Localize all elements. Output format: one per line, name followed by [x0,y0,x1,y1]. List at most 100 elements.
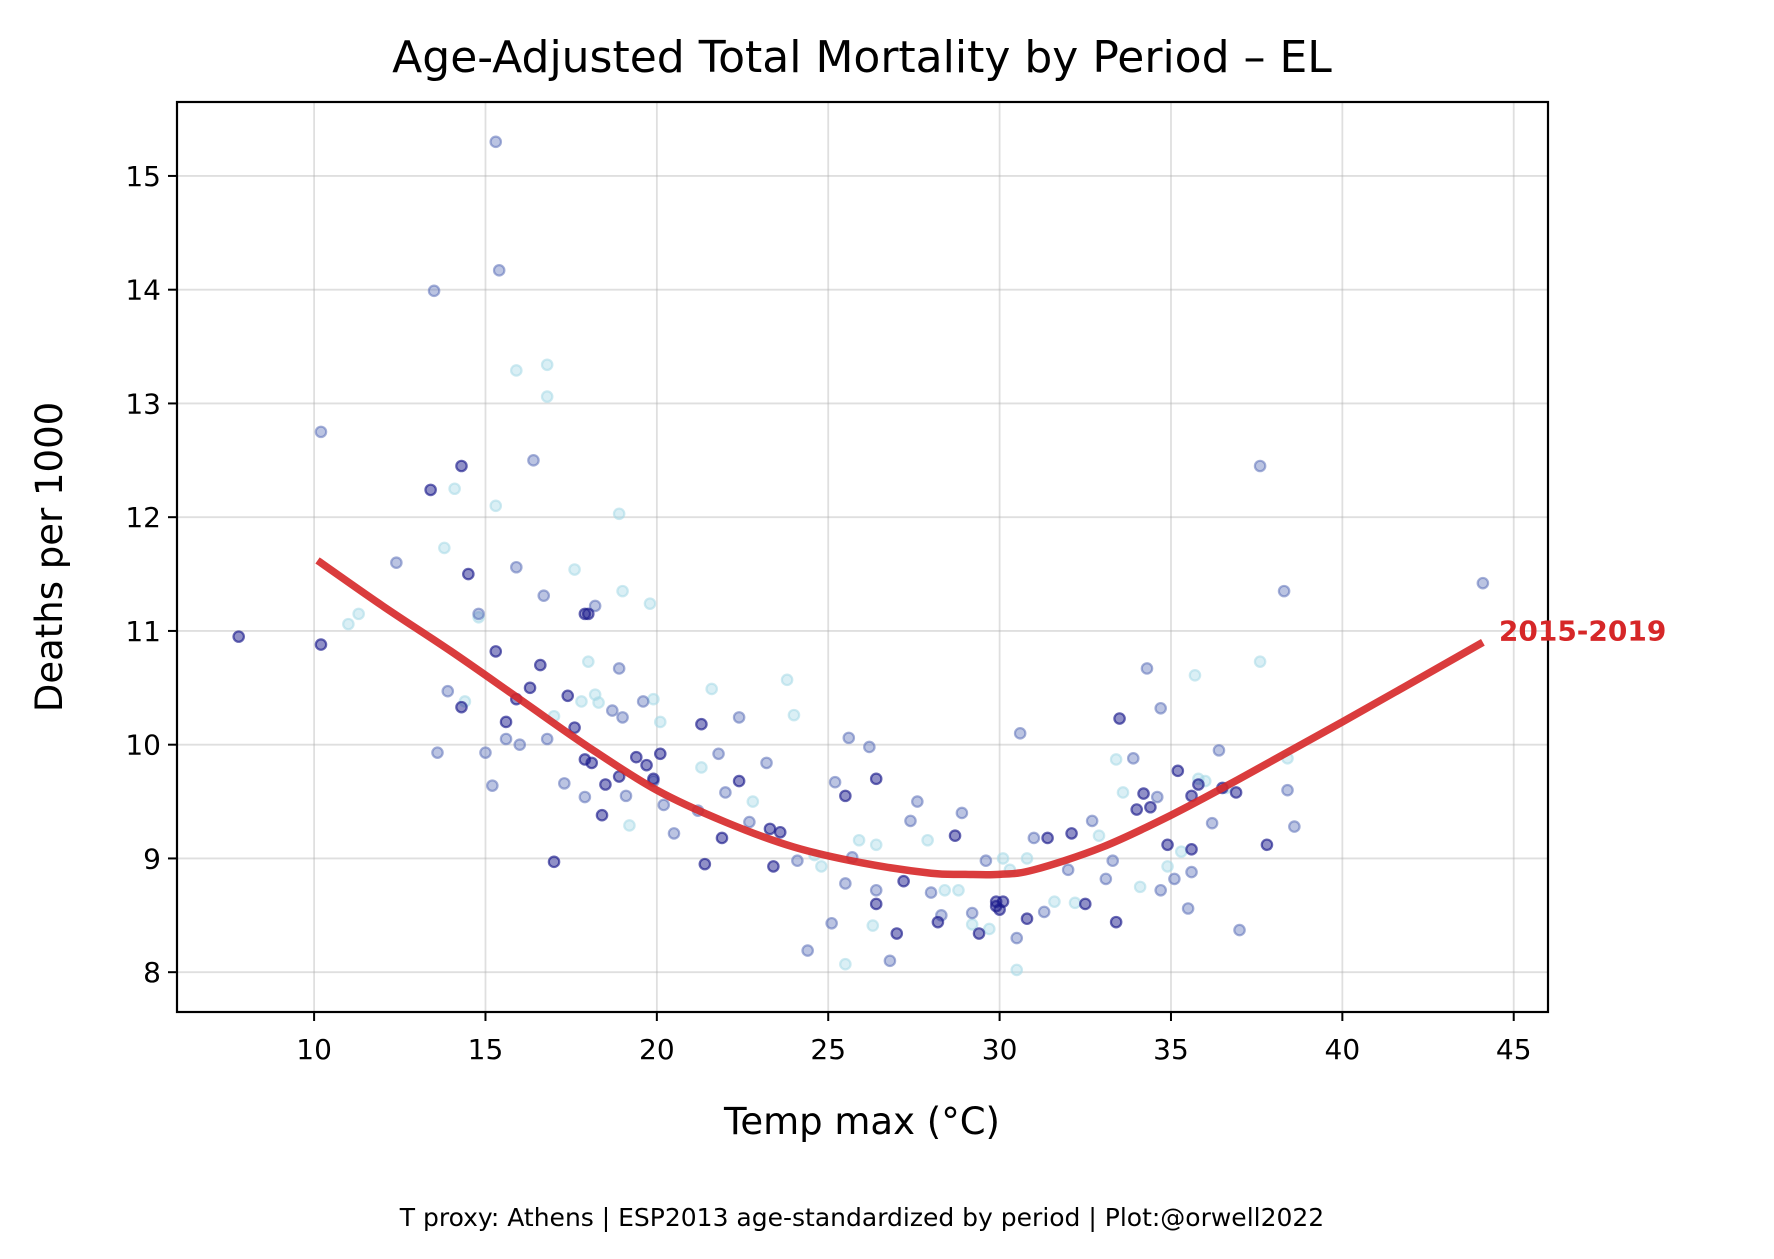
data-point-light [342,617,355,631]
data-point-light [592,696,605,709]
data-point-medium [588,599,602,613]
data-point-light [575,695,588,708]
data-point-light [1048,895,1061,908]
data-point-medium [479,746,492,759]
data-point-dark [499,715,513,729]
y-tick-label: 11 [125,615,161,648]
x-tick-label: 10 [296,1033,332,1066]
data-point-dark [1130,803,1143,816]
data-point-dark [732,774,746,788]
data-point-dark [996,895,1010,908]
data-point-medium [431,746,444,759]
x-tick-label: 30 [982,1033,1018,1066]
data-point-medium [1037,905,1051,919]
data-point-medium [911,795,924,808]
data-point-light [510,364,523,377]
data-point-medium [472,607,485,621]
data-point-light [612,507,626,521]
data-point-medium [1013,727,1027,740]
data-point-dark [534,658,547,672]
data-point-medium [499,732,513,746]
data-point-medium [863,740,876,754]
data-point-medium [619,789,633,803]
data-point-light [623,819,636,832]
data-point-light [866,919,880,932]
data-point-light [448,482,461,496]
data-point-medium [1027,831,1041,845]
data-point-dark [715,831,729,845]
y-tick-label: 10 [125,729,161,762]
data-point-medium [791,854,804,868]
data-point-light [746,795,760,808]
data-point-dark [1020,912,1034,926]
data-point-medium [441,684,455,698]
data-point-dark [595,808,609,822]
data-point-medium [712,747,725,761]
data-point-dark [948,829,962,842]
data-point-medium [719,786,732,799]
data-point-medium [1212,744,1226,757]
data-point-medium [842,731,856,745]
data-point-medium [1476,576,1490,590]
data-point-light [852,833,866,847]
data-point-dark [695,717,708,731]
data-point-medium [924,886,938,899]
data-point-medium [1253,459,1267,473]
data-point-medium [1061,863,1075,877]
data-point-dark [1171,764,1185,778]
y-tick-label: 12 [125,501,161,534]
data-point-light [996,852,1010,865]
caption: T proxy: Athens | ESP2013 age-standardiz… [399,1203,1324,1232]
data-point-light [540,390,554,403]
data-point-medium [636,695,650,708]
x-tick-label: 25 [810,1033,846,1066]
data-point-dark [599,778,612,791]
data-point-medium [869,883,883,897]
data-point-medium [1185,865,1198,879]
data-point-light [1253,655,1267,668]
data-point-dark [1041,831,1054,845]
data-point-medium [1085,814,1099,828]
data-point-light [1174,845,1188,858]
data-point-dark [1260,838,1274,852]
data-point-medium [1288,820,1301,833]
fit-line-group [315,557,1485,879]
x-tick-label: 15 [468,1033,504,1066]
data-point-light [1092,829,1106,842]
y-axis-label: Deaths per 1000 [28,402,71,712]
data-point-light [438,541,451,555]
ticks [168,174,1515,1021]
data-point-medium [828,775,842,789]
data-point-medium [537,589,551,602]
data-point-dark [1192,778,1205,791]
data-point-dark [578,607,592,621]
data-point-medium [979,854,993,868]
data-point-light [489,499,503,513]
data-point-light [705,682,718,696]
grid [177,102,1548,1012]
data-point-dark [763,822,777,836]
data-point-dark [1078,897,1092,911]
data-point-dark [455,459,468,473]
data-point-light [1116,786,1130,799]
data-point-medium [1181,902,1195,915]
data-point-dark [547,855,561,869]
data-point-dark [585,756,599,770]
data-point-medium [578,790,592,804]
data-point-dark [839,789,852,803]
data-point-dark [890,927,904,940]
data-point-medium [965,906,979,920]
data-point-medium [1154,701,1167,715]
series-label: 2015-2019 [1499,614,1666,647]
data-point-dark [568,721,581,734]
data-point-medium [427,284,441,298]
data-point-light [1133,880,1147,894]
data-point-medium [527,454,540,467]
data-point-dark [523,681,537,695]
data-point-medium [732,711,746,724]
data-point-dark [897,874,910,888]
fit-line-2015-2019 [315,557,1485,879]
data-point-light [815,860,828,873]
x-axis-label: Temp max (°C) [723,1100,1000,1143]
